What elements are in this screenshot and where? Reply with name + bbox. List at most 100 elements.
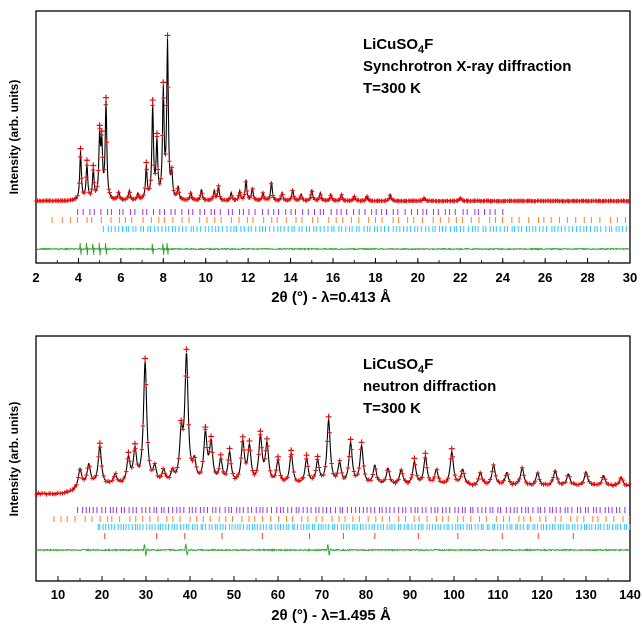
- top-y-axis-label: Intensity (arb. units): [7, 80, 21, 195]
- bottom-observed-point: [131, 448, 137, 454]
- bottom-observed-point: [626, 482, 632, 487]
- bottom-observed-point: [356, 465, 362, 471]
- bottom-observed-point: [501, 478, 506, 483]
- top-observed-point: [213, 194, 219, 200]
- top-observed-point: [141, 192, 146, 198]
- top-observed-point: [148, 177, 153, 183]
- top-observed-point: [188, 191, 193, 196]
- bottom-observed-point: [143, 382, 149, 387]
- top-observed-point: [175, 186, 180, 191]
- bottom-observed-point: [189, 455, 194, 461]
- bottom-observed-point: [99, 463, 104, 469]
- bottom-x-tick-label: 40: [183, 587, 197, 602]
- bottom-observed-point: [426, 475, 432, 480]
- top-observed-point: [267, 194, 272, 200]
- bottom-observed-point: [337, 458, 342, 463]
- bottom-observed-point: [473, 482, 478, 487]
- top-compound-subscript: 4: [418, 44, 425, 56]
- bottom-observed-point: [147, 458, 152, 463]
- bottom-observed-peak-point: [303, 452, 310, 459]
- top-bragg-ticks-row-3: [102, 226, 627, 232]
- bottom-observed-peak-point: [217, 451, 224, 458]
- bottom-observed-point: [133, 446, 138, 451]
- bottom-x-tick-label: 140: [619, 587, 641, 602]
- top-observed-point: [196, 197, 201, 202]
- bottom-observed-point: [560, 481, 566, 486]
- bottom-observed-point: [60, 491, 65, 496]
- bottom-observed-point: [602, 477, 608, 482]
- bottom-method-label: neutron diffraction: [363, 378, 496, 395]
- bottom-observed-point: [319, 473, 324, 478]
- bottom-observed-point: [580, 480, 585, 485]
- bottom-observed-point: [228, 461, 234, 466]
- bottom-compound-subscript: 4: [418, 364, 425, 376]
- bottom-observed-point: [376, 477, 382, 482]
- bottom-observed-point: [406, 480, 411, 485]
- bottom-observed-point: [519, 465, 525, 470]
- top-observed-point: [216, 183, 221, 188]
- top-observed-point: [89, 186, 94, 192]
- bottom-observed-point: [355, 471, 360, 477]
- bottom-observed-point: [382, 477, 388, 482]
- top-observed-point: [243, 179, 248, 185]
- top-x-tick-label: 10: [198, 270, 212, 285]
- bottom-observed-point: [493, 473, 499, 479]
- bottom-observed-point: [422, 455, 428, 461]
- top-observed-point: [200, 191, 205, 196]
- bottom-observed-point: [223, 471, 229, 477]
- top-observed-point: [176, 190, 182, 195]
- bottom-observed-point: [170, 466, 176, 471]
- top-observed-point: [103, 102, 108, 107]
- bottom-observed-point: [176, 456, 181, 461]
- bottom-observed-point: [373, 466, 378, 472]
- bottom-observed-point: [458, 474, 463, 479]
- bottom-observed-point: [173, 469, 178, 475]
- top-observed-point: [116, 190, 121, 195]
- bottom-observed-point: [140, 423, 146, 429]
- bottom-observed-point: [164, 474, 170, 479]
- bottom-observed-peak-point: [358, 439, 365, 446]
- top-observed-point: [318, 192, 324, 198]
- top-observed-point: [235, 196, 240, 202]
- bottom-observed-point: [583, 470, 588, 476]
- bottom-observed-point: [333, 474, 338, 479]
- bottom-observed-point: [288, 454, 293, 459]
- bottom-observed-point: [585, 474, 590, 479]
- top-x-tick-label: 22: [453, 270, 467, 285]
- bottom-observed-point: [226, 457, 231, 463]
- bottom-observed-point: [74, 482, 79, 487]
- top-observed-point: [352, 194, 357, 199]
- top-observed-point: [260, 190, 265, 196]
- bottom-observed-peak-point: [347, 436, 354, 443]
- bottom-observed-point: [491, 462, 496, 468]
- bottom-observed-point: [121, 475, 127, 481]
- top-x-tick-label: 16: [326, 270, 340, 285]
- top-x-tick-label: 2: [32, 270, 39, 285]
- top-observed-point: [212, 191, 218, 197]
- bottom-observed-point: [362, 471, 368, 477]
- bottom-x-tick-label: 120: [531, 587, 553, 602]
- bottom-x-tick-label: 70: [315, 587, 329, 602]
- top-observed-point: [350, 197, 356, 202]
- bottom-observed-peak-point: [142, 355, 149, 362]
- bottom-bragg-ticks-row-3: [97, 524, 631, 530]
- bottom-observed-peak-point: [178, 417, 185, 424]
- top-observed-point: [339, 192, 344, 197]
- top-observed-point: [82, 190, 87, 195]
- bottom-observed-peak-point: [325, 413, 332, 420]
- top-observed-peak-point: [77, 145, 84, 152]
- bottom-observed-point: [351, 469, 357, 474]
- bottom-observed-point: [442, 479, 447, 485]
- bottom-observed-point: [531, 481, 536, 486]
- top-observed-point: [233, 197, 238, 202]
- bottom-observed-point: [250, 468, 255, 473]
- bottom-observed-point: [160, 466, 166, 471]
- bottom-observed-point: [145, 440, 151, 445]
- top-observed-point: [165, 85, 171, 90]
- bottom-observed-point: [236, 472, 241, 477]
- bottom-observed-point: [316, 465, 322, 470]
- bottom-x-tick-label: 130: [575, 587, 597, 602]
- top-plot-area: [34, 32, 631, 256]
- bottom-observed-point: [77, 467, 83, 472]
- bottom-observed-point: [234, 474, 239, 480]
